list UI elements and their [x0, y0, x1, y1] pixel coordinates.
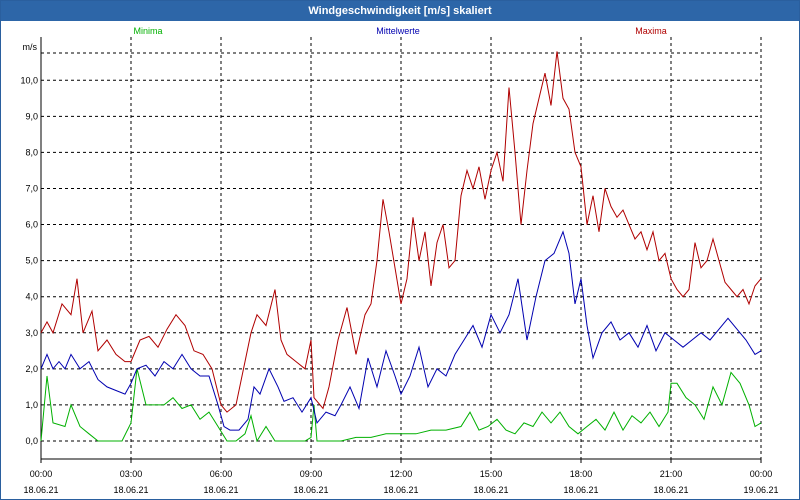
y-tick-label: 9,0	[25, 111, 38, 121]
series-lines	[40, 51, 762, 443]
x-tick-time: 00:00	[30, 469, 53, 479]
x-tick-time: 18:00	[570, 469, 593, 479]
y-tick-label: 5,0	[25, 256, 38, 266]
x-tick-labels: 00:00 18.06.21 03:00 18.06.21 06:00 18.06.21 0…	[23, 469, 778, 495]
x-tick-date: 19.06.21	[743, 485, 778, 495]
x-tick-date: 18.06.21	[203, 485, 238, 495]
x-tick-time: 21:00	[660, 469, 683, 479]
y-tick-label: 2,0	[25, 364, 38, 374]
legend-entry-mittelwerte: Mittelwerte	[376, 26, 420, 36]
y-axis-label: m/s	[23, 42, 38, 52]
x-tick-time: 12:00	[390, 469, 413, 479]
x-tick-date: 18.06.21	[23, 485, 58, 495]
x-tick-date: 18.06.21	[383, 485, 418, 495]
legend-entry-maxima: Maxima	[635, 26, 667, 36]
y-tick-label: 7,0	[25, 183, 38, 193]
x-tick-date: 18.06.21	[473, 485, 508, 495]
y-tick-labels: 0,0 1,0 2,0 3,0 4,0 5,0 6,0 7,0 8,0 9,0 10,0	[20, 75, 38, 446]
y-tick-label: 10,0	[20, 75, 38, 85]
y-tick-label: 6,0	[25, 220, 38, 230]
x-tick-time: 03:00	[120, 469, 143, 479]
y-tick-label: 1,0	[25, 400, 38, 410]
x-tick-date: 18.06.21	[563, 485, 598, 495]
legend-entry-minima: Minima	[133, 26, 162, 36]
x-tick-date: 18.06.21	[653, 485, 688, 495]
x-tick-date: 18.06.21	[293, 485, 328, 495]
legend: Minima Mittelwerte Maxima	[133, 26, 666, 36]
series-line-mittelwerte	[40, 230, 762, 431]
x-tick-date: 18.06.21	[113, 485, 148, 495]
x-tick-time: 00:00	[750, 469, 773, 479]
y-tick-label: 8,0	[25, 147, 38, 157]
y-tick-label: 0,0	[25, 436, 38, 446]
x-tick-time: 06:00	[210, 469, 233, 479]
series-line-maxima	[40, 51, 762, 413]
axes	[40, 37, 762, 463]
y-tick-label: 3,0	[25, 328, 38, 338]
x-tick-time: 09:00	[300, 469, 323, 479]
grid	[40, 37, 762, 459]
y-tick-label: 4,0	[25, 292, 38, 302]
series-line-minima	[40, 368, 762, 443]
x-tick-time: 15:00	[480, 469, 503, 479]
window-title: Windgeschwindigkeit [m/s] skaliert	[1, 1, 799, 21]
